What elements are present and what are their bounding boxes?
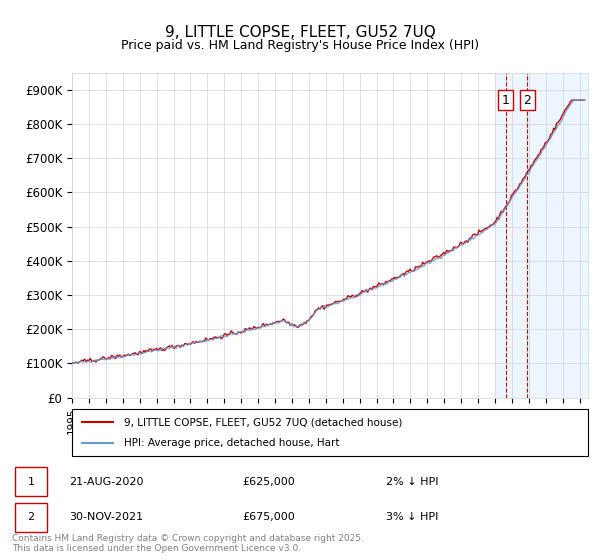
Text: Contains HM Land Registry data © Crown copyright and database right 2025.
This d: Contains HM Land Registry data © Crown c… xyxy=(12,534,364,553)
Text: 2% ↓ HPI: 2% ↓ HPI xyxy=(386,477,439,487)
Text: 1: 1 xyxy=(502,94,510,106)
Text: 1: 1 xyxy=(28,477,35,487)
Text: 9, LITTLE COPSE, FLEET, GU52 7UQ: 9, LITTLE COPSE, FLEET, GU52 7UQ xyxy=(164,25,436,40)
Text: HPI: Average price, detached house, Hart: HPI: Average price, detached house, Hart xyxy=(124,438,339,448)
FancyBboxPatch shape xyxy=(15,503,47,531)
Text: Price paid vs. HM Land Registry's House Price Index (HPI): Price paid vs. HM Land Registry's House … xyxy=(121,39,479,52)
FancyBboxPatch shape xyxy=(15,467,47,496)
Text: 9, LITTLE COPSE, FLEET, GU52 7UQ (detached house): 9, LITTLE COPSE, FLEET, GU52 7UQ (detach… xyxy=(124,417,402,427)
Text: £625,000: £625,000 xyxy=(242,477,295,487)
Bar xyxy=(495,73,588,398)
Text: 3% ↓ HPI: 3% ↓ HPI xyxy=(386,512,439,522)
FancyBboxPatch shape xyxy=(72,409,588,456)
Text: 2: 2 xyxy=(523,94,532,106)
Text: £675,000: £675,000 xyxy=(242,512,295,522)
Text: 21-AUG-2020: 21-AUG-2020 xyxy=(70,477,144,487)
Text: 30-NOV-2021: 30-NOV-2021 xyxy=(70,512,144,522)
Text: 2: 2 xyxy=(28,512,35,522)
